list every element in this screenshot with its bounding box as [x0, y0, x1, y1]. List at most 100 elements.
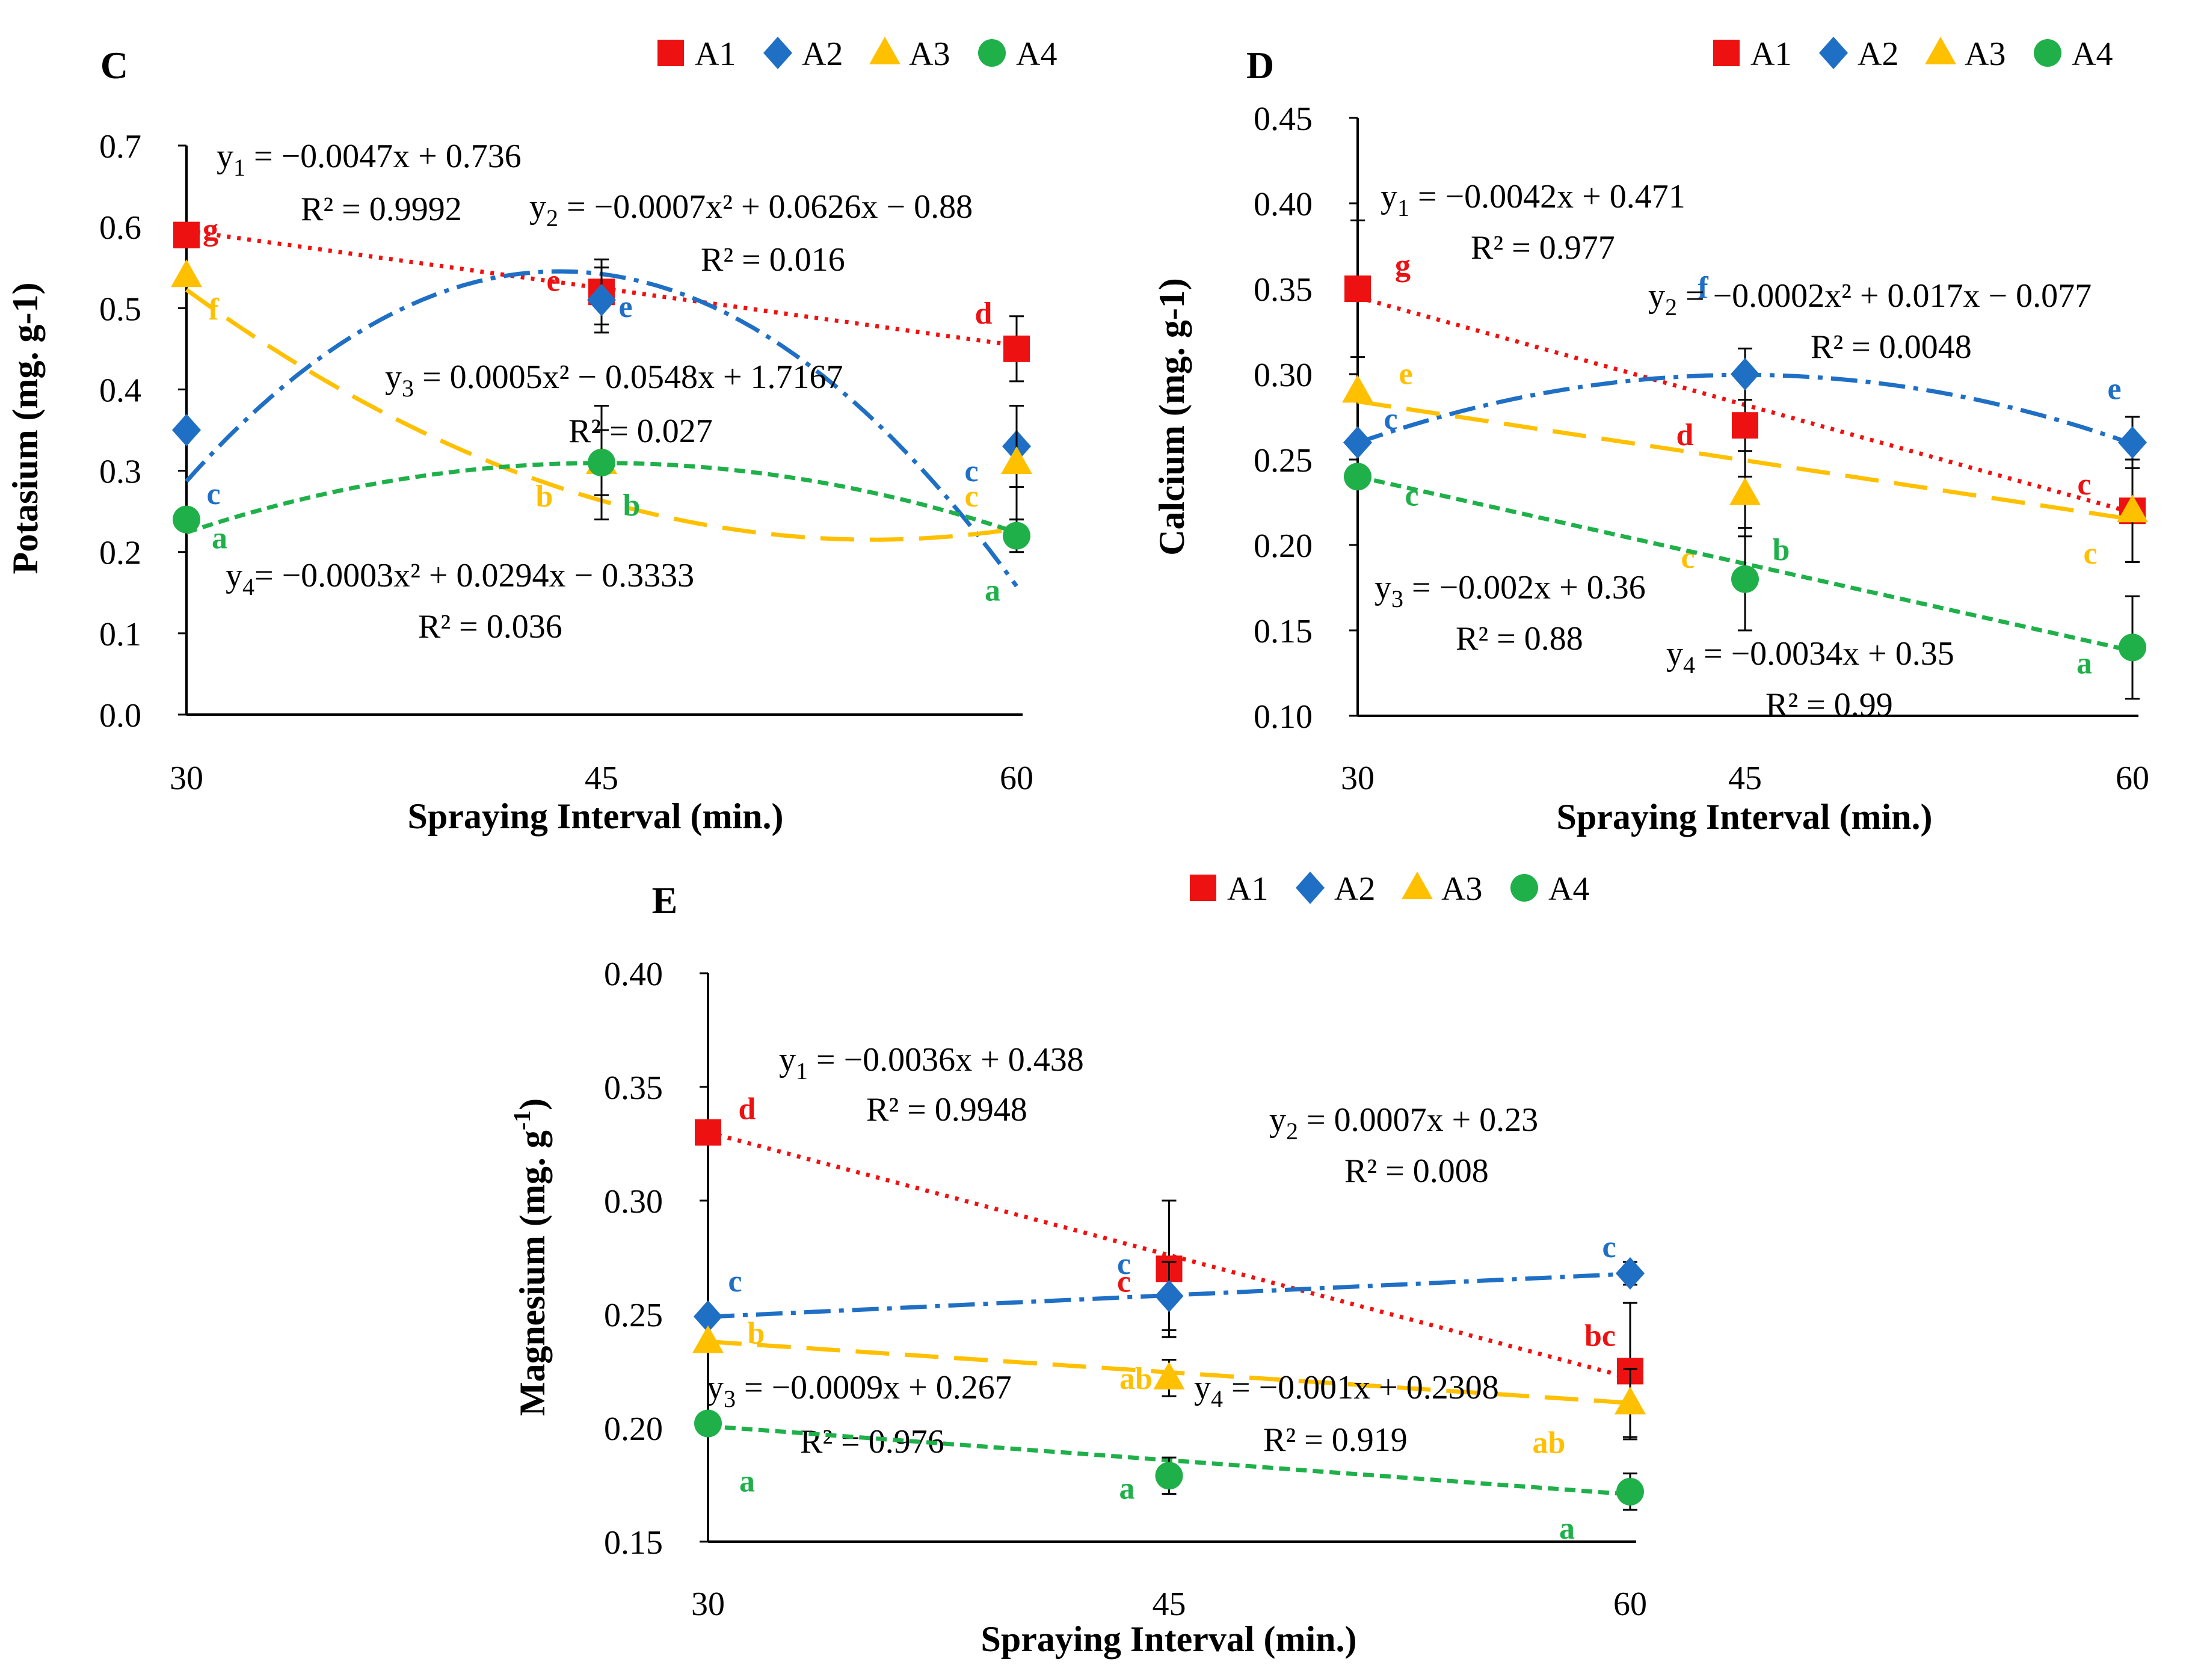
significance-letter: e [546, 263, 560, 298]
a4-marker [2119, 633, 2146, 662]
a4-marker [1344, 463, 1371, 491]
a3-marker [171, 259, 202, 288]
legend-label-a1: A1 [1227, 870, 1268, 908]
series-a4: a a a y4 = −0.001x + 0.2308 R² = 0.919 [694, 1369, 1644, 1546]
y-axis-title-end: ) [513, 1098, 552, 1110]
y-tick-label: 0.20 [604, 1411, 663, 1448]
y-axis-title-sup: -1 [508, 1110, 535, 1130]
y-tick-label: 0.4 [99, 372, 141, 409]
y-tick-label: 0.3 [99, 454, 141, 491]
significance-letter: g [1395, 248, 1411, 283]
a4-marker [2034, 39, 2061, 67]
trend-r-squared: R² = 0.976 [800, 1423, 944, 1460]
significance-letter: c [728, 1264, 742, 1299]
y-tick-label: 0.35 [604, 1069, 663, 1107]
trend-r-squared: R² = 0.977 [1471, 229, 1615, 266]
x-tick-label: 60 [1000, 760, 1033, 797]
legend-label-a3: A3 [1441, 870, 1482, 908]
a4-marker [1155, 1462, 1183, 1490]
y-tick-label: 0.7 [99, 128, 141, 165]
a3-marker [1402, 872, 1433, 899]
significance-letter: b [623, 488, 641, 523]
significance-letter: ab [1119, 1362, 1153, 1396]
trend-equation: y2 = −0.0002x² + 0.017x − 0.077 [1648, 277, 2092, 321]
a3-marker [692, 1325, 724, 1353]
legend: A1 A2 A3 A4 [1190, 870, 1589, 908]
legend-label-a4: A4 [1548, 870, 1589, 908]
y-tick-label: 0.45 [1254, 100, 1313, 138]
significance-letter: b [1773, 533, 1790, 567]
a4-marker [694, 1409, 722, 1438]
y-axis-title-main: Magnesium (mg. g [513, 1130, 552, 1416]
a4-marker [1731, 565, 1759, 593]
a2-marker [1154, 1279, 1184, 1312]
x-tick-label: 30 [691, 1586, 725, 1623]
significance-letter: d [1676, 418, 1694, 452]
a2-marker [172, 414, 201, 446]
y-tick-label: 0.40 [1254, 186, 1313, 223]
legend-label-a4: A4 [1016, 35, 1057, 73]
panel-label: E [652, 879, 678, 922]
significance-letter: c [1681, 541, 1695, 575]
trend-r-squared: R² = 0.9992 [301, 191, 462, 228]
significance-letter: b [536, 479, 553, 514]
a4-marker [173, 505, 200, 534]
significance-letter: c [1384, 402, 1397, 437]
y-tick-label: 0.15 [604, 1524, 663, 1562]
a2-marker [2118, 426, 2147, 459]
legend-label-a2: A2 [802, 35, 843, 73]
x-tick-label: 30 [1341, 760, 1375, 797]
x-tick-label: 45 [585, 760, 618, 797]
chart-panel-e: E 0.15 0.20 0.25 0.30 0.35 0.40 30 45 60 Spraying … [508, 870, 1647, 1659]
significance-letter: a [985, 574, 1000, 608]
a4-marker [588, 449, 615, 477]
x-tick-label: 45 [1728, 760, 1762, 797]
legend-label-a3: A3 [909, 35, 950, 73]
significance-letter: a [2076, 646, 2092, 680]
trend-r-squared: R² = 0.88 [1456, 620, 1583, 657]
y-tick-label: 0.10 [1254, 698, 1313, 736]
significance-letter: c [1602, 1230, 1616, 1264]
panel-label: D [1246, 44, 1274, 87]
significance-letter: e [2107, 372, 2121, 407]
significance-letter: f [208, 292, 219, 327]
y-tick-label: 0.20 [1254, 528, 1313, 565]
y-tick-label: 0.25 [1254, 442, 1313, 479]
trend-equation: y1 = −0.0047x + 0.736 [217, 138, 522, 181]
y-tick-label: 0.15 [1254, 613, 1313, 650]
trend-equation: y3 = −0.002x + 0.36 [1375, 569, 1646, 612]
y-axis-title: Potasium (mg. g-1) [5, 283, 45, 574]
a1-marker [1344, 275, 1371, 302]
legend: A1 A2 A3 A4 [657, 35, 1057, 73]
a1-marker [1190, 875, 1216, 901]
significance-letter: c [2083, 537, 2097, 571]
y-tick-label: 0.25 [604, 1297, 663, 1334]
significance-letter: ab [1533, 1426, 1566, 1460]
significance-letter: c [1405, 478, 1418, 512]
a3-marker [1001, 446, 1032, 475]
series-a3: f b c y3 = 0.0005x² − 0.0548x + 1.7167 R² = … [171, 259, 1032, 542]
a3-marker [1615, 1386, 1646, 1415]
trend-r-squared: R² = 0.0048 [1811, 328, 1972, 366]
series-a2: c e c y2 = −0.0007x² + 0.0626x − 0.88 R² = 0… [172, 188, 1031, 588]
y-tick-label: 0.35 [1254, 271, 1313, 309]
trend-r-squared: R² = 0.99 [1765, 686, 1893, 724]
a3-marker [2117, 494, 2148, 523]
significance-letter: d [975, 297, 993, 331]
chart-panel-d: D 0.10 0.15 0.20 0.25 0.30 0.35 0.40 0.45 30 45 60 S… [1152, 35, 2149, 837]
trend-equation: y3 = 0.0005x² − 0.0548x + 1.7167 [385, 358, 843, 402]
y-tick-label: 0.40 [604, 956, 663, 993]
a4-marker [1510, 874, 1538, 902]
y-tick-label: 0.6 [99, 209, 141, 247]
significance-letter: a [1119, 1471, 1135, 1506]
a3-marker [1729, 477, 1761, 505]
trend-r-squared: R² = 0.016 [701, 241, 845, 278]
trend-r-squared: R² = 0.027 [568, 413, 713, 450]
significance-letter: b [748, 1316, 765, 1350]
trendline-a3 [1357, 399, 2133, 522]
significance-letter: a [739, 1464, 755, 1498]
series-a3: e c c y3 = −0.002x + 0.36 R² = 0.88 [1342, 357, 2148, 657]
a3-marker [1925, 37, 1956, 64]
